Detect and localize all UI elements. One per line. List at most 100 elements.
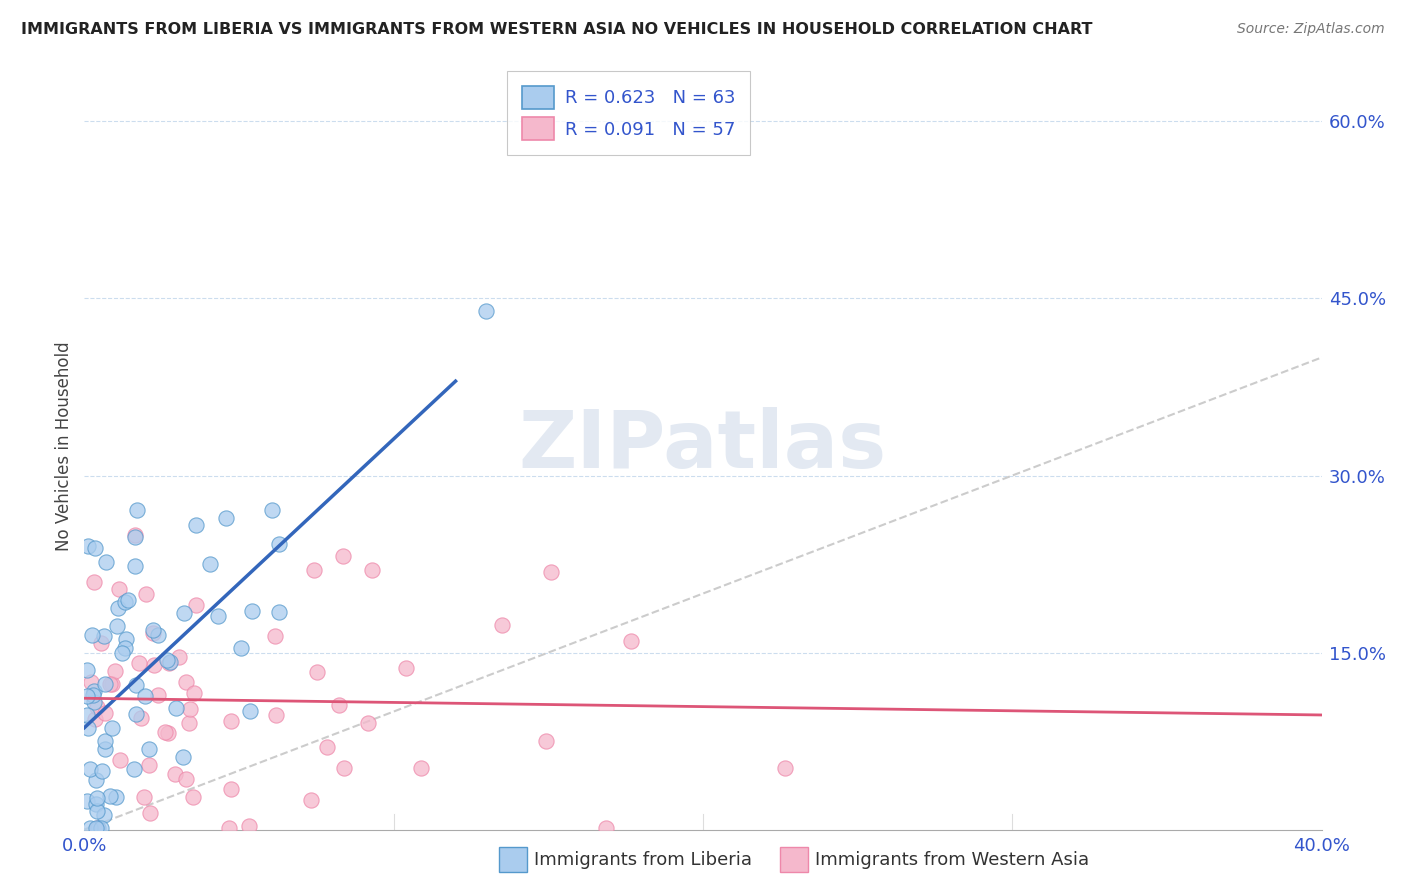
Point [142,623,165,637]
Point [219,714,242,728]
Point [79,762,101,776]
Point [84,773,107,788]
Point [163,767,186,781]
Point [595,822,617,836]
Point [357,716,380,731]
Point [86,791,108,805]
Point [107,601,129,615]
Point [173,606,195,620]
Point [80,675,103,690]
Point [104,664,127,678]
Point [239,704,262,718]
Legend: R = 0.623   N = 63, R = 0.091   N = 57: R = 0.623 N = 63, R = 0.091 N = 57 [508,71,751,155]
Point [183,686,205,700]
Point [110,753,132,767]
Point [134,689,156,703]
Point [93,629,115,643]
Point [129,711,152,725]
Point [82,688,104,702]
Point [218,822,240,836]
Point [142,626,165,640]
Point [125,678,148,692]
Point [264,707,287,722]
Point [93,677,115,691]
Point [186,518,208,533]
Point [117,593,139,607]
Point [157,656,180,670]
Point [98,789,121,804]
Point [104,789,127,804]
Point [114,594,136,608]
Point [155,725,177,739]
Point [93,808,115,822]
Point [229,641,252,656]
Point [91,764,114,778]
Point [107,582,129,597]
Point [260,503,283,517]
Point [79,822,101,836]
Point [135,586,157,600]
Point [172,750,194,764]
Point [184,599,207,613]
Point [83,574,105,589]
Point [76,794,98,808]
Point [156,653,179,667]
Point [114,632,136,647]
Point [77,721,100,735]
Point [80,628,103,642]
Point [269,537,291,551]
Point [174,772,197,786]
Point [174,675,197,690]
Point [84,822,107,836]
Point [475,303,498,318]
Point [219,781,242,796]
Point [124,559,146,574]
Point [124,762,146,776]
Text: Source: ZipAtlas.com: Source: ZipAtlas.com [1237,22,1385,37]
Point [619,634,641,648]
Text: ZIPatlas: ZIPatlas [519,407,887,485]
Point [264,629,287,643]
Point [332,549,354,563]
Point [124,527,146,541]
Point [105,619,128,633]
Point [179,702,201,716]
Text: Immigrants from Liberia: Immigrants from Liberia [534,851,752,869]
Point [76,707,98,722]
Point [316,740,339,755]
Point [240,604,263,618]
Point [94,706,117,721]
Point [76,689,98,703]
Point [238,819,260,833]
Point [491,618,513,632]
Point [215,511,238,525]
Point [157,725,180,739]
Point [165,701,187,715]
Point [146,688,169,702]
Point [86,700,108,714]
Point [90,822,112,836]
Point [86,804,108,818]
Point [132,789,155,804]
Point [84,712,107,726]
Point [83,695,105,709]
Point [773,761,796,775]
Point [302,564,325,578]
Point [142,657,165,672]
Point [207,609,229,624]
Point [159,655,181,669]
Point [394,661,416,675]
Point [299,793,322,807]
Point [100,722,122,736]
Point [76,539,98,553]
Point [90,635,112,649]
Point [138,757,160,772]
Point [138,742,160,756]
Point [267,605,290,619]
Point [198,557,221,571]
Point [111,647,134,661]
Point [83,684,105,698]
Text: IMMIGRANTS FROM LIBERIA VS IMMIGRANTS FROM WESTERN ASIA NO VEHICLES IN HOUSEHOLD: IMMIGRANTS FROM LIBERIA VS IMMIGRANTS FR… [21,22,1092,37]
Point [536,734,558,748]
Point [540,566,562,580]
